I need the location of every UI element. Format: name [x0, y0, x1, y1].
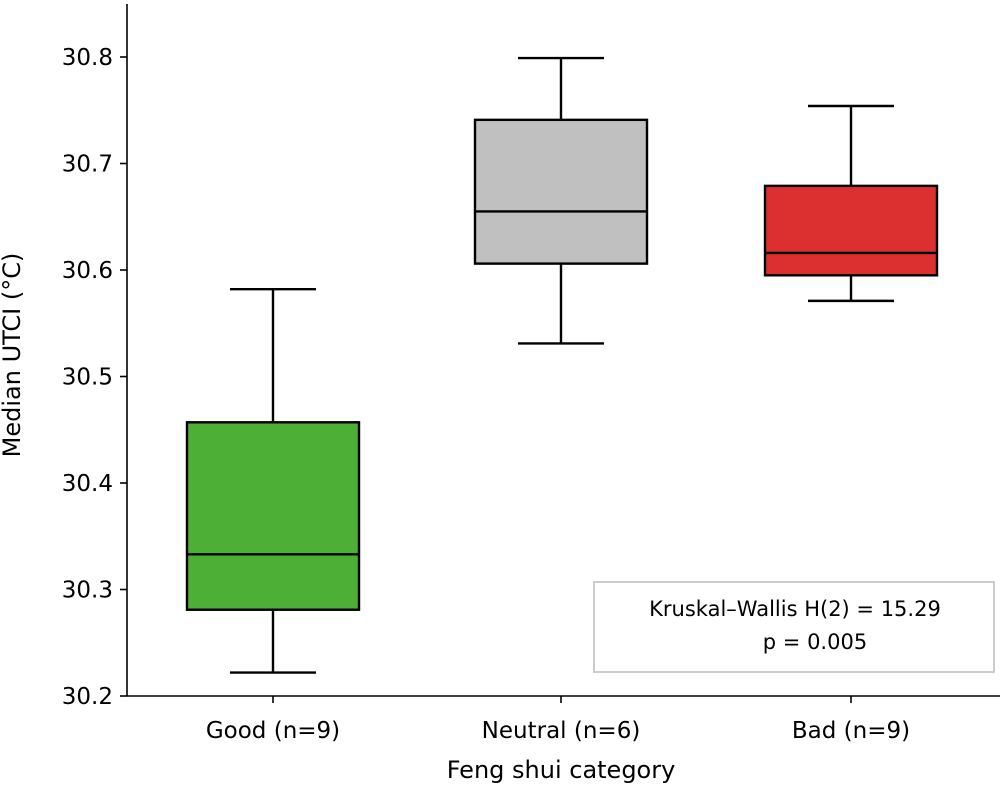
y-tick-label: 30.8	[62, 45, 113, 71]
x-tick-label: Bad (n=9)	[792, 718, 910, 744]
y-axis-title: Median UTCI (°C)	[0, 253, 26, 458]
iqr-box	[763, 184, 939, 277]
x-tick-label: Neutral (n=6)	[482, 718, 641, 744]
stats-annotation: Kruskal–Wallis H(2) = 15.29 p = 0.005	[593, 581, 995, 673]
x-tick-label: Good (n=9)	[206, 718, 340, 744]
annotation-line-1: Kruskal–Wallis H(2) = 15.29	[649, 597, 941, 621]
annotation-box	[593, 581, 995, 673]
y-tick-label: 30.3	[62, 578, 113, 604]
y-tick-label: 30.4	[62, 471, 113, 497]
y-tick-label: 30.6	[62, 258, 113, 284]
y-tick-label: 30.2	[62, 684, 113, 710]
iqr-box	[473, 118, 649, 265]
y-tick-label: 30.5	[62, 365, 113, 391]
y-tick-label: 30.7	[62, 152, 113, 178]
box-3	[763, 104, 939, 303]
axes: 30.2 30.3 30.4 30.5 30.6 30.7 30.8 Good (n=9) Ne…	[62, 4, 1000, 744]
annotation-line-2: p = 0.005	[763, 630, 867, 654]
box-2	[473, 56, 649, 345]
x-axis-title: Feng shui category	[447, 756, 676, 784]
box-1	[185, 287, 361, 674]
iqr-box	[185, 421, 361, 611]
plot-area	[185, 56, 939, 674]
